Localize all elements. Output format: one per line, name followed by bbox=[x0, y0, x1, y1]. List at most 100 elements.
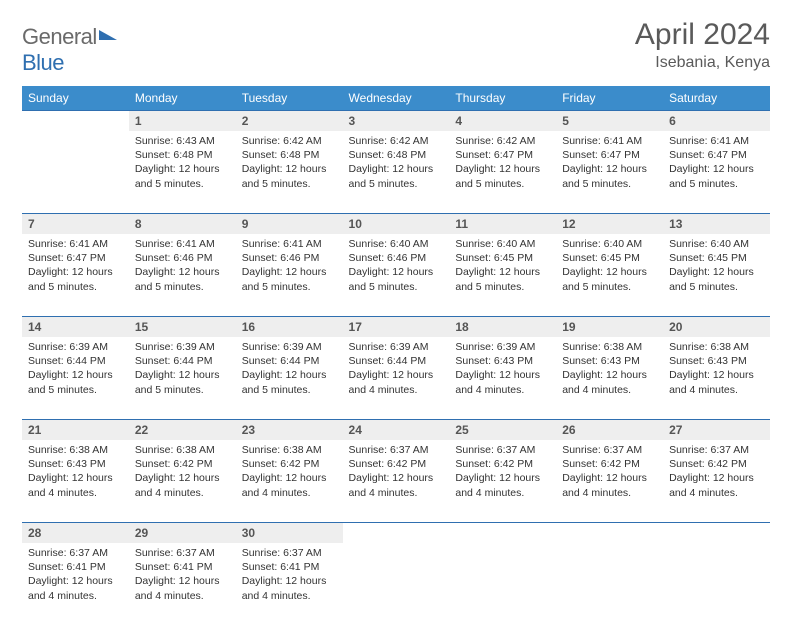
daynum-row: 282930 bbox=[22, 522, 770, 543]
sunset-text: Sunset: 6:44 PM bbox=[242, 354, 337, 368]
calendar-cell: Sunrise: 6:37 AMSunset: 6:41 PMDaylight:… bbox=[129, 543, 236, 625]
sunrise-text: Sunrise: 6:37 AM bbox=[242, 546, 337, 560]
day-text: Sunrise: 6:37 AMSunset: 6:41 PMDaylight:… bbox=[129, 543, 236, 609]
daylight-text: Daylight: 12 hours bbox=[669, 162, 764, 176]
calendar-cell: Sunrise: 6:37 AMSunset: 6:42 PMDaylight:… bbox=[663, 440, 770, 522]
day-text: Sunrise: 6:40 AMSunset: 6:46 PMDaylight:… bbox=[343, 234, 450, 300]
day-number: 27 bbox=[663, 419, 770, 440]
calendar-cell: Sunrise: 6:41 AMSunset: 6:46 PMDaylight:… bbox=[236, 234, 343, 316]
daylight-text: and 5 minutes. bbox=[669, 280, 764, 294]
day-number: 30 bbox=[236, 522, 343, 543]
day-text: Sunrise: 6:37 AMSunset: 6:42 PMDaylight:… bbox=[343, 440, 450, 506]
weekday-header: Thursday bbox=[449, 86, 556, 110]
calendar-cell: Sunrise: 6:42 AMSunset: 6:48 PMDaylight:… bbox=[343, 131, 450, 213]
sunset-text: Sunset: 6:45 PM bbox=[669, 251, 764, 265]
sunrise-text: Sunrise: 6:38 AM bbox=[562, 340, 657, 354]
logo-triangle-icon bbox=[99, 30, 117, 40]
sunset-text: Sunset: 6:46 PM bbox=[135, 251, 230, 265]
day-text: Sunrise: 6:37 AMSunset: 6:42 PMDaylight:… bbox=[449, 440, 556, 506]
daylight-text: Daylight: 12 hours bbox=[349, 265, 444, 279]
calendar-cell: Sunrise: 6:41 AMSunset: 6:46 PMDaylight:… bbox=[129, 234, 236, 316]
day-number: 22 bbox=[129, 419, 236, 440]
sunrise-text: Sunrise: 6:37 AM bbox=[455, 443, 550, 457]
day-number: 21 bbox=[22, 419, 129, 440]
calendar-cell: Sunrise: 6:41 AMSunset: 6:47 PMDaylight:… bbox=[663, 131, 770, 213]
daylight-text: and 4 minutes. bbox=[28, 589, 123, 603]
weekday-header: Wednesday bbox=[343, 86, 450, 110]
calendar-content-row: Sunrise: 6:38 AMSunset: 6:43 PMDaylight:… bbox=[22, 440, 770, 522]
day-text: Sunrise: 6:40 AMSunset: 6:45 PMDaylight:… bbox=[449, 234, 556, 300]
day-number: 3 bbox=[343, 110, 450, 131]
sunset-text: Sunset: 6:41 PM bbox=[242, 560, 337, 574]
day-number: 1 bbox=[129, 110, 236, 131]
sunset-text: Sunset: 6:44 PM bbox=[135, 354, 230, 368]
daylight-text: Daylight: 12 hours bbox=[242, 265, 337, 279]
daylight-text: Daylight: 12 hours bbox=[242, 368, 337, 382]
day-number: 4 bbox=[449, 110, 556, 131]
sunset-text: Sunset: 6:45 PM bbox=[562, 251, 657, 265]
daylight-text: Daylight: 12 hours bbox=[455, 471, 550, 485]
daylight-text: Daylight: 12 hours bbox=[28, 574, 123, 588]
logo-word-2: Blue bbox=[22, 50, 64, 75]
location: Isebania, Kenya bbox=[635, 54, 770, 72]
daylight-text: and 5 minutes. bbox=[349, 280, 444, 294]
calendar-cell bbox=[556, 543, 663, 625]
sunrise-text: Sunrise: 6:39 AM bbox=[135, 340, 230, 354]
daylight-text: Daylight: 12 hours bbox=[135, 471, 230, 485]
sunset-text: Sunset: 6:42 PM bbox=[455, 457, 550, 471]
sunrise-text: Sunrise: 6:39 AM bbox=[242, 340, 337, 354]
day-number: 7 bbox=[22, 213, 129, 234]
calendar-cell: Sunrise: 6:37 AMSunset: 6:42 PMDaylight:… bbox=[343, 440, 450, 522]
calendar-cell: Sunrise: 6:43 AMSunset: 6:48 PMDaylight:… bbox=[129, 131, 236, 213]
sunrise-text: Sunrise: 6:40 AM bbox=[562, 237, 657, 251]
daylight-text: and 5 minutes. bbox=[349, 177, 444, 191]
sunrise-text: Sunrise: 6:37 AM bbox=[28, 546, 123, 560]
daylight-text: Daylight: 12 hours bbox=[562, 162, 657, 176]
calendar-cell: Sunrise: 6:40 AMSunset: 6:46 PMDaylight:… bbox=[343, 234, 450, 316]
sunrise-text: Sunrise: 6:37 AM bbox=[135, 546, 230, 560]
day-number: 24 bbox=[343, 419, 450, 440]
sunrise-text: Sunrise: 6:40 AM bbox=[669, 237, 764, 251]
sunset-text: Sunset: 6:42 PM bbox=[562, 457, 657, 471]
daylight-text: and 4 minutes. bbox=[28, 486, 123, 500]
sunset-text: Sunset: 6:43 PM bbox=[562, 354, 657, 368]
calendar-header-row: SundayMondayTuesdayWednesdayThursdayFrid… bbox=[22, 86, 770, 110]
day-number: 18 bbox=[449, 316, 556, 337]
daylight-text: Daylight: 12 hours bbox=[242, 162, 337, 176]
sunset-text: Sunset: 6:42 PM bbox=[242, 457, 337, 471]
day-number: 15 bbox=[129, 316, 236, 337]
day-number: 28 bbox=[22, 522, 129, 543]
sunset-text: Sunset: 6:43 PM bbox=[28, 457, 123, 471]
weekday-header: Saturday bbox=[663, 86, 770, 110]
daylight-text: and 4 minutes. bbox=[135, 486, 230, 500]
daylight-text: and 4 minutes. bbox=[669, 383, 764, 397]
daylight-text: Daylight: 12 hours bbox=[135, 265, 230, 279]
calendar-cell bbox=[22, 131, 129, 213]
day-text: Sunrise: 6:41 AMSunset: 6:46 PMDaylight:… bbox=[129, 234, 236, 300]
sunrise-text: Sunrise: 6:41 AM bbox=[669, 134, 764, 148]
daylight-text: Daylight: 12 hours bbox=[669, 368, 764, 382]
day-number: 11 bbox=[449, 213, 556, 234]
daylight-text: Daylight: 12 hours bbox=[669, 471, 764, 485]
calendar-cell: Sunrise: 6:42 AMSunset: 6:47 PMDaylight:… bbox=[449, 131, 556, 213]
sunset-text: Sunset: 6:47 PM bbox=[562, 148, 657, 162]
sunrise-text: Sunrise: 6:41 AM bbox=[28, 237, 123, 251]
day-number: 25 bbox=[449, 419, 556, 440]
daylight-text: Daylight: 12 hours bbox=[28, 265, 123, 279]
header: General Blue April 2024 Isebania, Kenya bbox=[22, 18, 770, 76]
sunrise-text: Sunrise: 6:39 AM bbox=[455, 340, 550, 354]
day-number-empty bbox=[22, 110, 129, 131]
sunset-text: Sunset: 6:41 PM bbox=[28, 560, 123, 574]
day-text: Sunrise: 6:43 AMSunset: 6:48 PMDaylight:… bbox=[129, 131, 236, 197]
sunset-text: Sunset: 6:46 PM bbox=[242, 251, 337, 265]
sunrise-text: Sunrise: 6:38 AM bbox=[669, 340, 764, 354]
logo-word-1: General bbox=[22, 24, 97, 49]
day-text: Sunrise: 6:40 AMSunset: 6:45 PMDaylight:… bbox=[556, 234, 663, 300]
daylight-text: and 5 minutes. bbox=[242, 280, 337, 294]
daylight-text: and 5 minutes. bbox=[562, 177, 657, 191]
sunset-text: Sunset: 6:42 PM bbox=[349, 457, 444, 471]
daylight-text: and 4 minutes. bbox=[349, 486, 444, 500]
daylight-text: and 5 minutes. bbox=[455, 177, 550, 191]
sunrise-text: Sunrise: 6:37 AM bbox=[349, 443, 444, 457]
day-number-empty bbox=[449, 522, 556, 543]
